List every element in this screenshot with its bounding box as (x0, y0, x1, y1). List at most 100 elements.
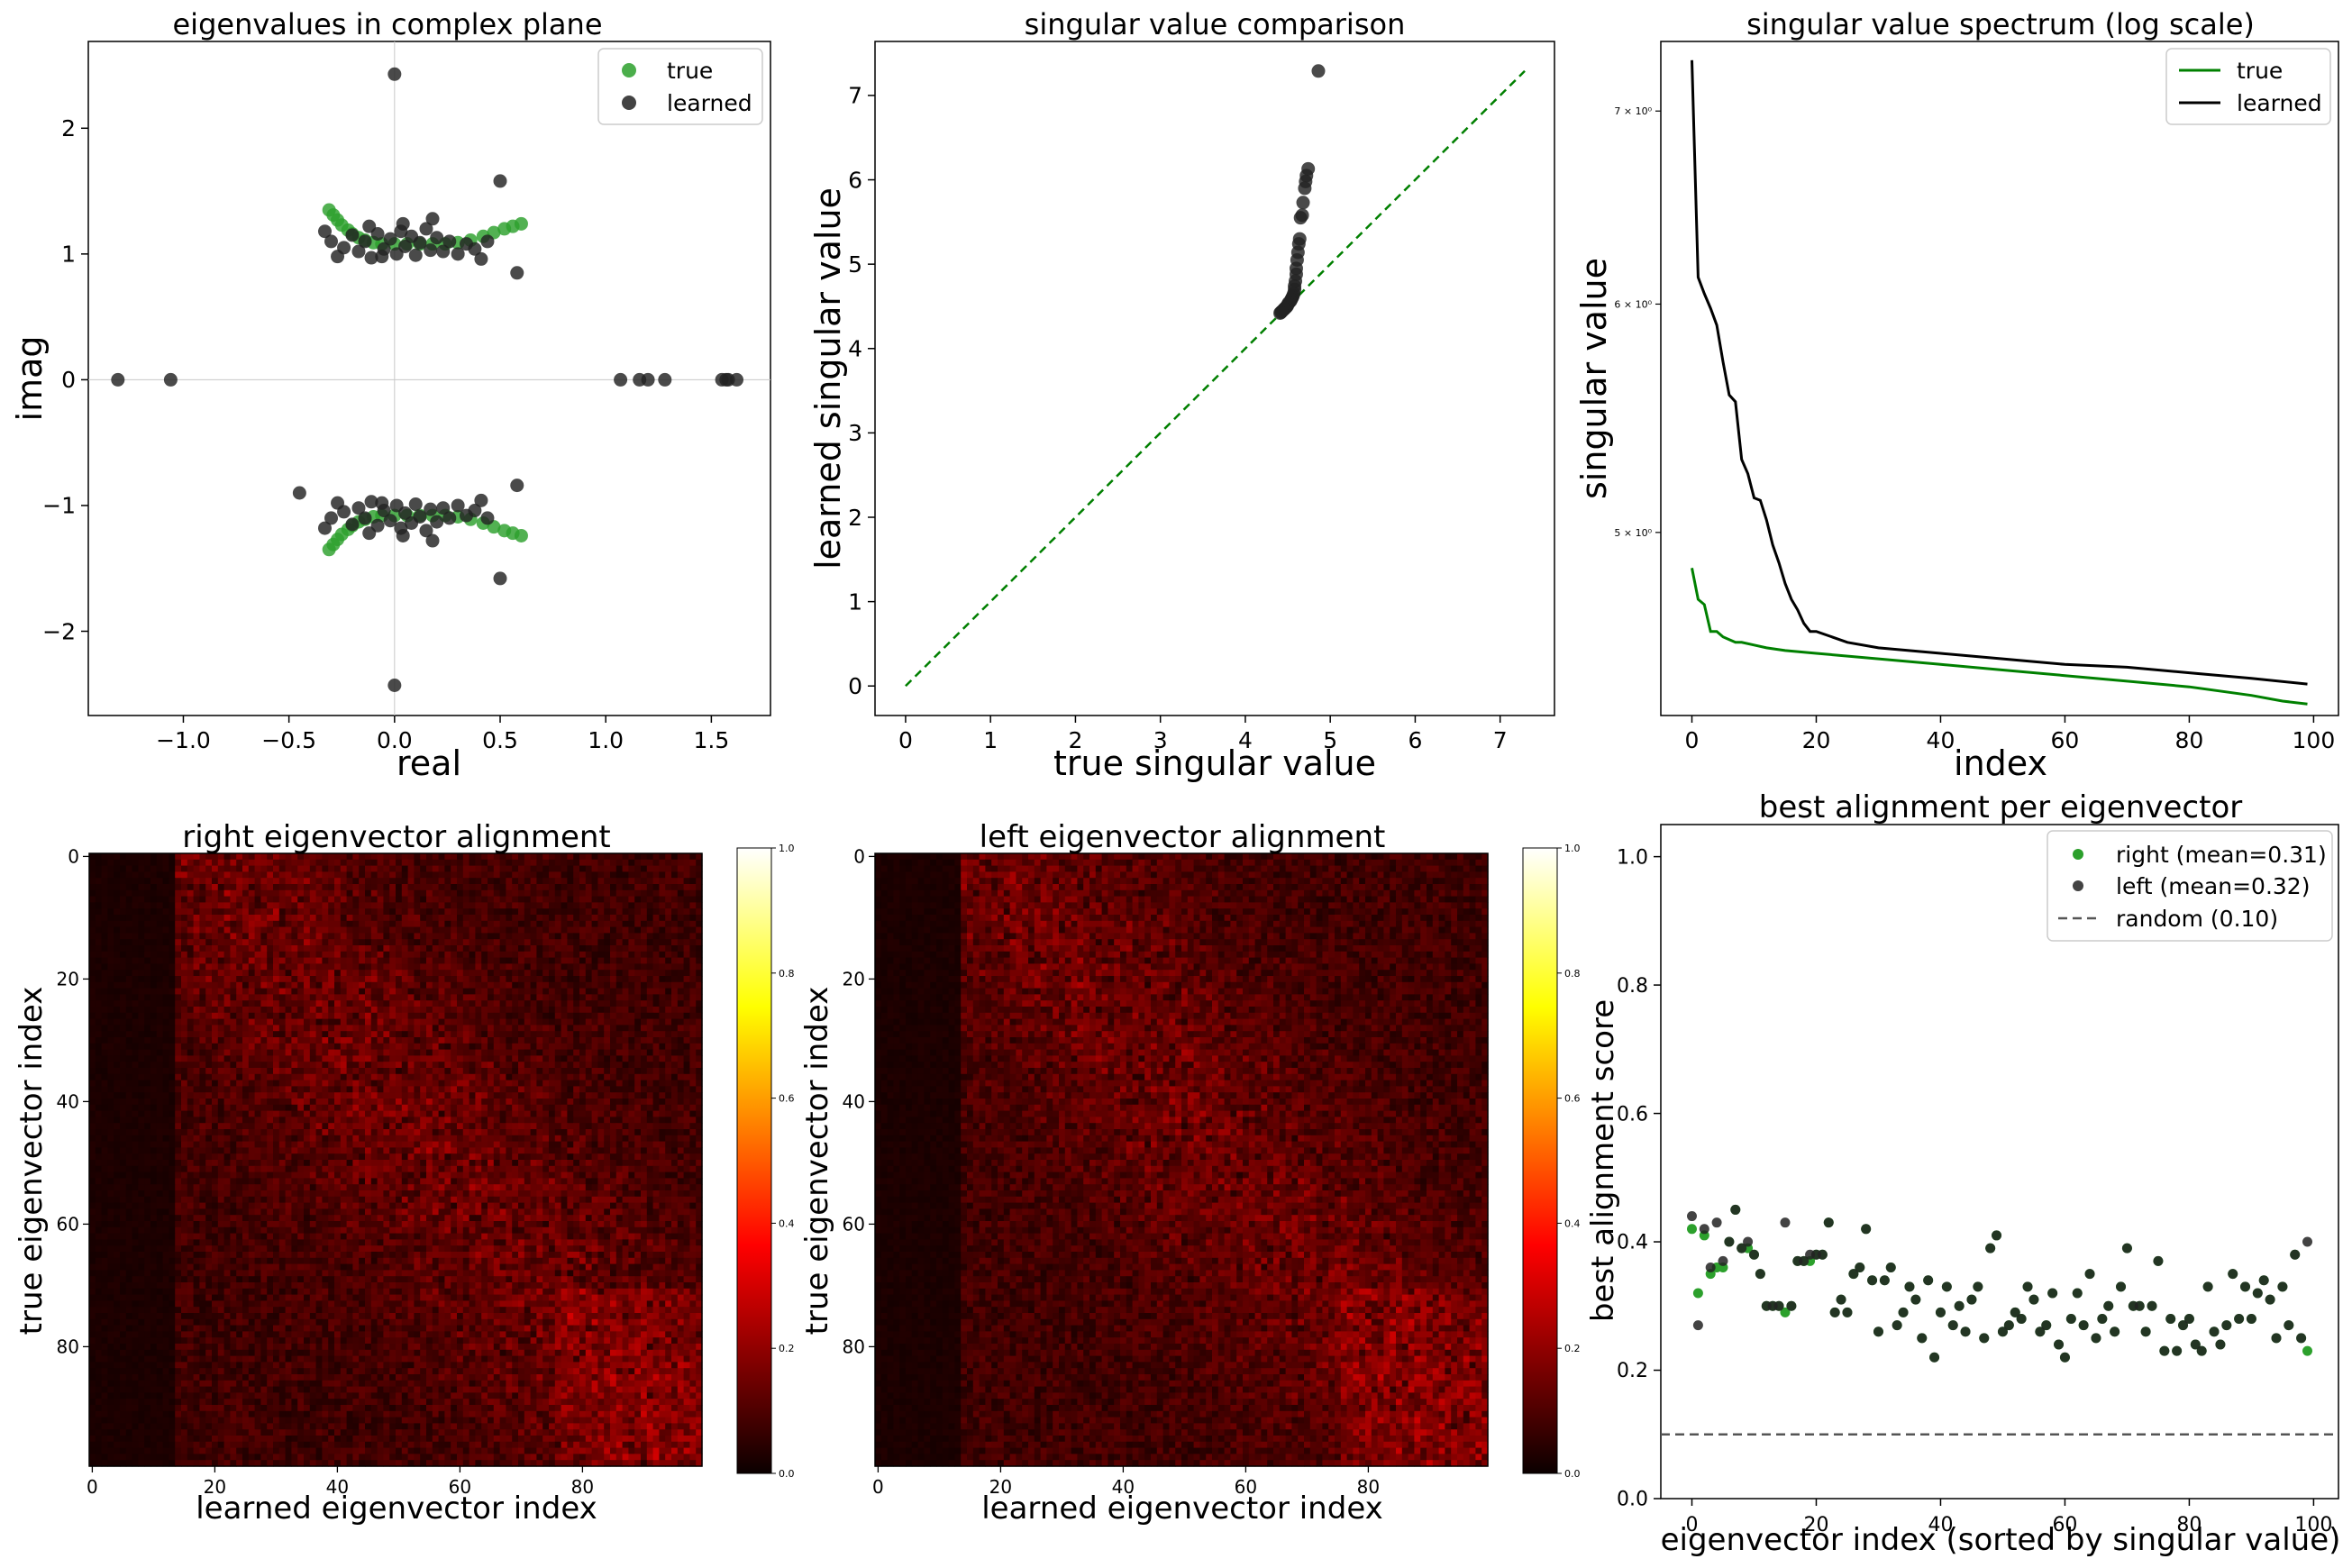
heat-cell (573, 1068, 580, 1075)
heat-cell (481, 963, 488, 971)
heat-cell (396, 1123, 403, 1130)
heat-cell (475, 1117, 482, 1124)
heat-cell (683, 908, 690, 916)
heat-cell (193, 1007, 200, 1014)
heat-cell (512, 908, 519, 916)
heat-cell (254, 920, 261, 928)
heat-cell (542, 951, 550, 959)
heat-cell (254, 957, 261, 964)
heat-cell (432, 902, 440, 909)
heat-cell (340, 1117, 348, 1124)
heat-cell (346, 878, 353, 885)
heat-cell (101, 902, 108, 909)
heat-cell (370, 994, 378, 1001)
heat-cell (377, 1018, 384, 1026)
heat-cell (370, 865, 378, 872)
heat-cell (641, 1123, 648, 1130)
heat-cell (230, 945, 237, 953)
heat-cell (646, 1037, 654, 1044)
heat-cell (542, 945, 550, 953)
heat-cell (162, 1086, 169, 1093)
heat-cell (169, 889, 176, 898)
heat-cell (285, 1055, 292, 1062)
heat-cell (438, 981, 445, 989)
heat-cell (659, 988, 666, 995)
heat-cell (622, 871, 629, 879)
heat-cell (536, 976, 543, 983)
heat-cell (114, 902, 121, 909)
heat-cell (597, 1092, 605, 1099)
heat-cell (652, 1129, 660, 1136)
heat-cell (591, 1123, 598, 1130)
heat-cell (457, 1123, 464, 1130)
heat-cell (407, 957, 415, 964)
heat-cell (212, 1018, 219, 1026)
heat-cell (475, 859, 482, 867)
heat-cell (114, 951, 121, 959)
heat-cell (530, 981, 537, 989)
heat-cell (95, 963, 103, 971)
heat-cell (671, 1055, 679, 1062)
point-singular (1298, 181, 1312, 196)
heat-cell (561, 970, 568, 977)
heat-cell (248, 1104, 256, 1112)
heat-cell (652, 1012, 660, 1020)
heat-cell (634, 1080, 642, 1087)
heat-cell (524, 908, 532, 916)
heat-cell (199, 951, 206, 959)
heat-cell (696, 1007, 703, 1014)
heat-cell (212, 970, 219, 977)
heat-cell (530, 988, 537, 995)
heat-cell (524, 1092, 532, 1099)
heat-cell (493, 1135, 501, 1143)
heat-cell (359, 1092, 366, 1099)
heat-cell (414, 1000, 421, 1007)
heat-cell (634, 908, 642, 916)
heat-cell (420, 1135, 427, 1143)
heat-cell (254, 1055, 261, 1062)
heat-cell (524, 878, 532, 885)
heat-cell (334, 915, 342, 922)
heat-cell (438, 976, 445, 983)
heat-cell (512, 1099, 519, 1106)
heat-cell (389, 915, 397, 922)
heat-cell (223, 1068, 231, 1075)
heat-cell (615, 1123, 624, 1130)
heat-cell (524, 1129, 532, 1136)
heat-cell (579, 1086, 587, 1093)
heat-cell (377, 1123, 384, 1130)
heat-cell (634, 1055, 642, 1062)
heat-cell (162, 1025, 169, 1032)
heat-cell (169, 1141, 176, 1148)
y-tick-label: 6 (848, 167, 862, 193)
heat-cell (236, 1129, 243, 1136)
heat-cell (542, 853, 550, 861)
heat-cell (120, 1141, 127, 1148)
heat-cell (634, 865, 642, 872)
heat-cell (597, 1129, 605, 1136)
heat-cell (591, 1092, 598, 1099)
heat-cell (260, 920, 268, 928)
heat-cell (199, 1104, 206, 1112)
heat-cell (340, 926, 348, 934)
heat-cell (334, 1007, 342, 1014)
heat-cell (340, 957, 348, 964)
heat-cell (634, 994, 642, 1001)
heat-cell (230, 1007, 237, 1014)
heat-cell (254, 1135, 261, 1143)
heat-cell (414, 1086, 421, 1093)
heat-cell (597, 963, 605, 971)
heat-cell (187, 988, 195, 995)
heat-cell (457, 1092, 464, 1099)
heat-cell (628, 884, 635, 891)
heat-cell (328, 1086, 335, 1093)
heat-cell (278, 908, 287, 916)
heat-cell (469, 970, 476, 977)
heat-cell (260, 1099, 268, 1106)
heat-cell (462, 939, 470, 946)
heat-cell (101, 1055, 108, 1062)
heat-cell (396, 920, 403, 928)
heat-cell (334, 1110, 342, 1117)
heat-cell (659, 945, 666, 953)
heat-cell (309, 957, 317, 964)
